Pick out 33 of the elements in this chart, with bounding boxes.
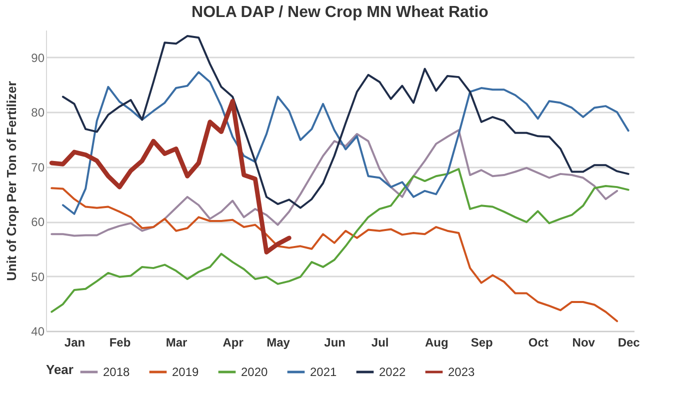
y-tick-label: 70 (31, 160, 45, 174)
line-series (49, 98, 292, 254)
legend-title: Year (46, 362, 74, 377)
legend-label: 2019 (172, 365, 200, 379)
legend-label: 2020 (241, 365, 268, 379)
x-tick-label: Oct (528, 336, 548, 350)
legend-label: 2022 (379, 365, 406, 379)
x-tick-label: Sep (470, 336, 493, 350)
y-axis-title: Unit of Crop Per Ton of Fertilizer (4, 81, 20, 281)
x-tick-label: Feb (109, 336, 131, 350)
x-tick-label: Jun (324, 336, 346, 350)
y-tick-label: 60 (31, 215, 45, 230)
y-tick-label: 90 (31, 50, 45, 65)
line-series (50, 129, 618, 237)
legend-label: 2018 (103, 365, 130, 379)
x-tick-label: Aug (424, 336, 448, 350)
legend-label: 2021 (310, 365, 338, 379)
x-tick-label: May (266, 336, 290, 350)
line-series (50, 187, 618, 322)
x-tick-label: Jan (64, 336, 86, 350)
x-tick-label: Jul (371, 336, 389, 350)
y-tick-label: 40 (31, 324, 45, 338)
line-series (62, 35, 630, 209)
line-series (50, 168, 630, 313)
y-tick-label: 80 (31, 106, 45, 120)
line-series (62, 71, 630, 215)
chart-title: NOLA DAP / New Crop MN Wheat Ratio (192, 4, 489, 21)
x-tick-label: Mar (166, 336, 188, 350)
legend-label: 2023 (448, 365, 476, 379)
x-tick-label: Dec (618, 336, 640, 350)
x-tick-label: Apr (222, 336, 244, 350)
y-tick-label: 50 (31, 270, 45, 284)
x-tick-label: Nov (572, 336, 596, 350)
